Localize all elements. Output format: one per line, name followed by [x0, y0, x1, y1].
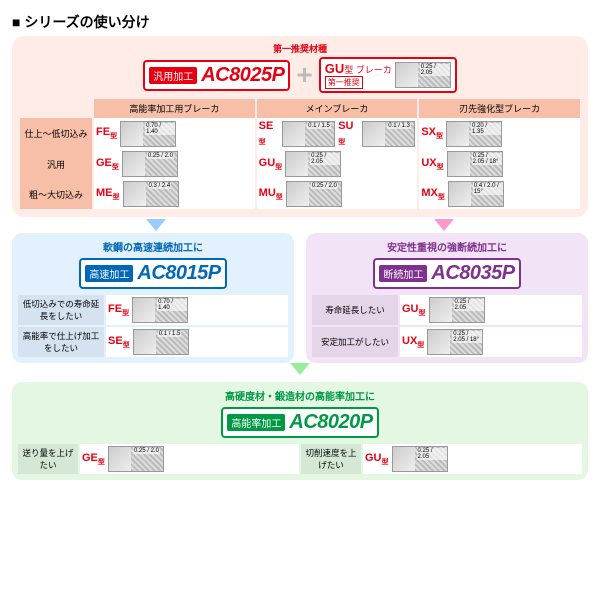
- purple-title: 安定性重視の強断続加工に: [312, 239, 582, 254]
- row-label: 仕上～低切込み: [20, 118, 92, 149]
- chip-tag: UX型: [421, 157, 443, 172]
- table-cell: GE型: [94, 149, 255, 179]
- plus-icon: +: [296, 59, 312, 91]
- col-header: 高能率加工用ブレーカ: [94, 99, 255, 118]
- table-cell: UX型: [419, 149, 580, 179]
- table-cell: MU型: [257, 179, 418, 209]
- arrow-down-icon: [290, 363, 310, 375]
- blue-title: 軟鋼の高速連続加工に: [18, 239, 288, 254]
- chip-thumb: [447, 151, 503, 177]
- green-panel: 高硬度材・鍛造材の高能率加工に 高能率加工AC8020P 送り量を上げたいGE型…: [12, 382, 588, 480]
- col-header: メインブレーカ: [257, 99, 418, 118]
- top-row: 汎用加工AC8025P + GU型 ブレーカ 第一推奨: [20, 57, 580, 93]
- sub-label: 高能率で仕上げ加工をしたい: [18, 327, 104, 357]
- chip-tag: MX型: [421, 187, 445, 202]
- sub-cell: GU型: [363, 444, 582, 474]
- chip-tag: GU型: [259, 157, 283, 172]
- page-title: シリーズの使い分け: [12, 12, 588, 32]
- general-badge: 汎用加工AC8025P: [143, 60, 290, 91]
- chip-tag: GE型: [96, 157, 119, 172]
- arrows-row: [12, 219, 588, 231]
- row-label: 粗～大切込み: [20, 179, 92, 209]
- sub-cell: FE型: [106, 295, 288, 325]
- chip-tag: SU型: [338, 120, 359, 147]
- table-cell: SX型: [419, 118, 580, 149]
- chip-thumb: [362, 121, 415, 147]
- chip-thumb: [123, 181, 179, 207]
- sub-cell: SE型: [106, 327, 288, 357]
- sub-label: 低切込みでの寿命延長をしたい: [18, 295, 104, 325]
- table-cell: ME型: [94, 179, 255, 209]
- first-recommend-label: 第一推奨材種: [20, 42, 580, 55]
- gu-breaker-badge: GU型 ブレーカ 第一推奨: [319, 57, 457, 93]
- sub-label: 寿命延長したい: [312, 295, 398, 325]
- main-panel: 第一推奨材種 汎用加工AC8025P + GU型 ブレーカ 第一推奨 高能率加工…: [12, 36, 588, 217]
- table-cell: MX型: [419, 179, 580, 209]
- arrow-down-icon: [434, 219, 454, 231]
- chip-thumb: [448, 181, 504, 207]
- arrow-down-icon: [146, 219, 166, 231]
- table-cell: FE型: [94, 118, 255, 149]
- table-cell: GU型: [257, 149, 418, 179]
- green-title: 高硬度材・鍛造材の高能率加工に: [18, 388, 582, 403]
- sub-cell: GE型: [80, 444, 299, 474]
- chip-thumb: [286, 181, 342, 207]
- sub-cell: GU型: [400, 295, 582, 325]
- chip-tag: MU型: [259, 187, 283, 202]
- row-label: 汎用: [20, 149, 92, 179]
- col-header: 刃先強化型ブレーカ: [419, 99, 580, 118]
- sub-label: 送り量を上げたい: [18, 444, 78, 474]
- sub-cell: UX型: [400, 327, 582, 357]
- blue-panel: 軟鋼の高速連続加工に 高速加工AC8015P 低切込みでの寿命延長をしたいFE型…: [12, 233, 294, 363]
- chip-thumb: [120, 121, 176, 147]
- blue-badge: 高速加工AC8015P: [79, 258, 226, 289]
- chip-tag: ME型: [96, 187, 120, 202]
- gu-thumb: [395, 62, 451, 88]
- chip-tag: FE型: [96, 126, 117, 141]
- chip-thumb: [285, 151, 341, 177]
- table-cell: SE型 SU型: [257, 118, 418, 149]
- chip-thumb: [122, 151, 178, 177]
- main-table: 高能率加工用ブレーカ メインブレーカ 刃先強化型ブレーカ: [20, 99, 580, 118]
- chip-thumb: [446, 121, 502, 147]
- sub-label: 切削速度を上げたい: [301, 444, 361, 474]
- sub-label: 安定加工がしたい: [312, 327, 398, 357]
- chip-tag: SX型: [421, 126, 443, 141]
- purple-badge: 断続加工AC8035P: [373, 258, 520, 289]
- chip-tag: SE型: [259, 120, 280, 147]
- green-badge: 高能率加工AC8020P: [221, 407, 378, 438]
- purple-panel: 安定性重視の強断続加工に 断続加工AC8035P 寿命延長したいGU型安定加工が…: [306, 233, 588, 363]
- chip-thumb: [282, 121, 335, 147]
